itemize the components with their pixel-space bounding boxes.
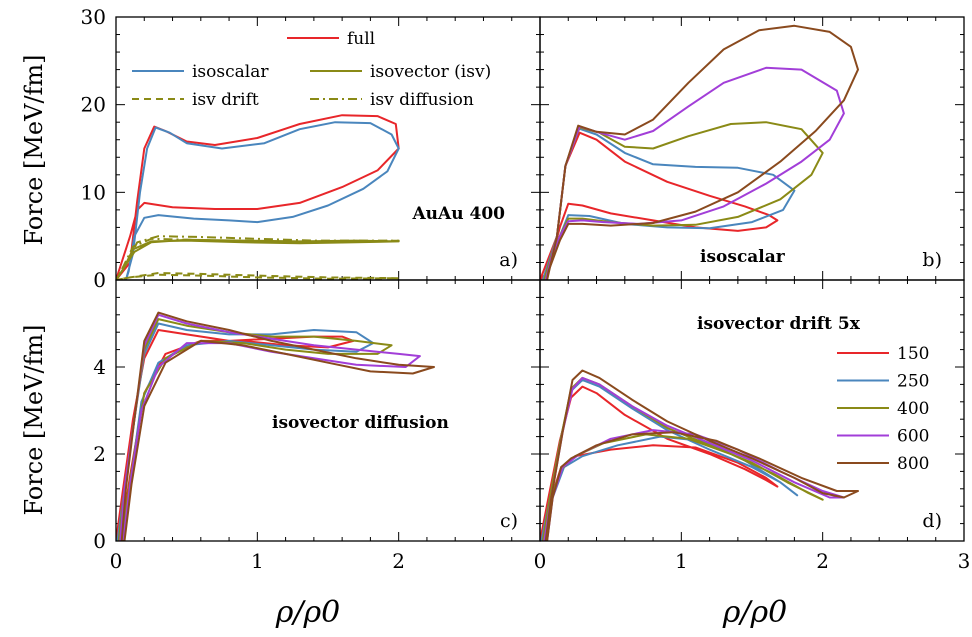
panel-frame — [539, 16, 965, 281]
series-line-600 — [544, 66, 845, 280]
series-line-400 — [541, 376, 824, 541]
legend-label: isv diffusion — [370, 90, 474, 110]
y-tick-label: 2 — [93, 442, 106, 466]
y-axis-label-top: Force [MeV/fm] — [20, 54, 48, 245]
x-axis-label-left: ρ/ρ0 — [275, 595, 340, 630]
panel-letter: b) — [922, 249, 942, 271]
panel-frame — [539, 279, 965, 542]
panel-ticks — [539, 16, 965, 281]
panel-1: 0 10 20 30 a) — [81, 5, 541, 292]
legend-label: 400 — [897, 399, 929, 419]
panel-letter: c) — [500, 510, 518, 532]
series-line-800 — [546, 24, 859, 280]
panel-annotation: isovector diffusion — [272, 413, 449, 433]
series-line-600 — [119, 313, 421, 541]
x-tick-label: 1 — [251, 549, 264, 573]
series-line-400 — [117, 318, 393, 541]
x-tick-label: 0 — [534, 549, 547, 573]
panel-series — [116, 311, 435, 541]
panel-annotation: isoscalar — [700, 247, 786, 267]
legend-panel-a: full isoscalar isovector (isv) isv drift isv… — [132, 29, 491, 110]
legend-label: 150 — [897, 344, 929, 364]
panel-series — [116, 114, 400, 280]
legend-label: 800 — [897, 454, 929, 474]
panel-4: 0 1 2 3 d) — [534, 279, 971, 573]
series-line-250 — [541, 127, 796, 280]
y-axis-label-bottom: Force [MeV/fm] — [20, 324, 48, 515]
panel-annotation: AuAu 400 — [411, 204, 505, 224]
x-tick-label: 3 — [958, 549, 971, 573]
panel-letter: a) — [499, 249, 518, 271]
legend-panel-d: 150 250 400 600 800 — [837, 344, 929, 474]
panel-letter: d) — [922, 510, 942, 532]
series-line-isoscalar — [124, 121, 400, 280]
legend-label: isv drift — [192, 90, 259, 110]
y-tick-label: 0 — [93, 268, 106, 292]
panel-annotation: isovector drift 5x — [697, 314, 861, 334]
y-tick-label: 10 — [81, 180, 106, 204]
series-line-150 — [540, 131, 779, 280]
x-tick-label: 2 — [816, 549, 829, 573]
y-tick-label: 30 — [81, 5, 106, 29]
panel-series — [540, 369, 859, 541]
series-line-isv-diffusion — [116, 235, 400, 280]
x-axis-label-right: ρ/ρ0 — [722, 595, 787, 630]
y-tick-label: 0 — [93, 529, 106, 553]
panel-series — [540, 24, 859, 280]
x-tick-label: 0 — [110, 549, 123, 573]
series-line-600 — [543, 376, 845, 541]
legend-label: 600 — [897, 427, 929, 447]
legend-label: isoscalar — [192, 62, 269, 82]
x-tick-label: 1 — [675, 549, 688, 573]
series-line-full — [116, 114, 400, 280]
legend-label: full — [347, 29, 375, 49]
labels-layer: Force [MeV/fm] Force [MeV/fm] ρ/ρ0 ρ/ρ0 — [20, 54, 787, 630]
y-tick-label: 4 — [93, 355, 106, 379]
series-line-800 — [120, 311, 435, 541]
y-tick-label: 20 — [81, 93, 106, 117]
series-line-800 — [544, 369, 859, 541]
panel-2: b) — [539, 16, 965, 281]
x-tick-label: 2 — [392, 549, 405, 573]
panels-layer: 0 10 20 30 a) b) 0 2 4 0 1 2 c) 0 1 2 3 d) AuAu 400 isoscal… — [81, 5, 971, 573]
legend-label: 250 — [897, 372, 929, 392]
series-line-isv-drift — [116, 272, 400, 280]
series-line-150 — [116, 329, 355, 541]
legend-label: isovector (isv) — [370, 62, 491, 82]
